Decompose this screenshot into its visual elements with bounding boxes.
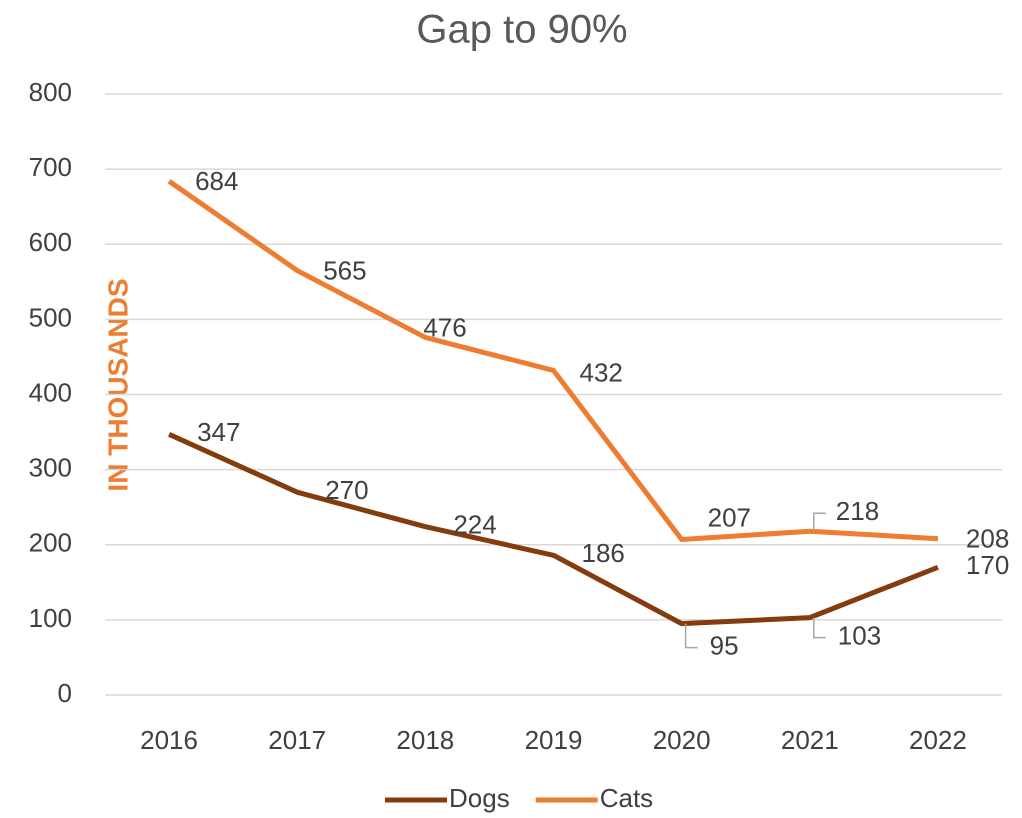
data-label: 476: [423, 312, 466, 342]
y-tick-label: 300: [29, 453, 72, 483]
leader-line: [684, 623, 698, 649]
x-tick-label: 2020: [653, 725, 711, 755]
data-label: 347: [197, 417, 240, 447]
data-label: 270: [325, 475, 368, 505]
y-tick-label: 400: [29, 377, 72, 407]
y-tick-label: 500: [29, 302, 72, 332]
data-label: 208: [966, 524, 1009, 554]
series-line: [167, 179, 939, 542]
y-tick-label: 700: [29, 152, 72, 182]
y-tick-label: 200: [29, 528, 72, 558]
data-label: 565: [323, 255, 366, 285]
data-label: 207: [708, 502, 751, 532]
x-tick-label: 2018: [396, 725, 454, 755]
leader-line: [813, 617, 826, 639]
data-label: 186: [582, 538, 625, 568]
data-label: 170: [966, 550, 1009, 580]
data-label: 432: [580, 357, 623, 387]
data-label: 95: [710, 631, 739, 661]
chart-title: Gap to 90%: [416, 8, 627, 52]
x-tick-label: 2022: [909, 725, 967, 755]
x-tick-label: 2021: [781, 725, 839, 755]
legend-label: Dogs: [449, 783, 510, 813]
y-tick-label: 800: [29, 77, 72, 107]
y-tick-label: 100: [29, 603, 72, 633]
leader-line: [813, 512, 826, 532]
x-tick-label: 2019: [525, 725, 583, 755]
data-label: 218: [836, 496, 879, 526]
legend-label: Cats: [600, 783, 653, 813]
data-label: 103: [838, 620, 881, 650]
series-line: [168, 432, 939, 627]
x-tick-label: 2017: [268, 725, 326, 755]
y-tick-label: 0: [58, 678, 72, 708]
data-label: 224: [453, 510, 496, 540]
y-axis-label: IN THOUSANDS: [102, 278, 133, 491]
y-tick-label: 600: [29, 227, 72, 257]
data-label: 684: [195, 166, 238, 196]
x-tick-label: 2016: [140, 725, 198, 755]
